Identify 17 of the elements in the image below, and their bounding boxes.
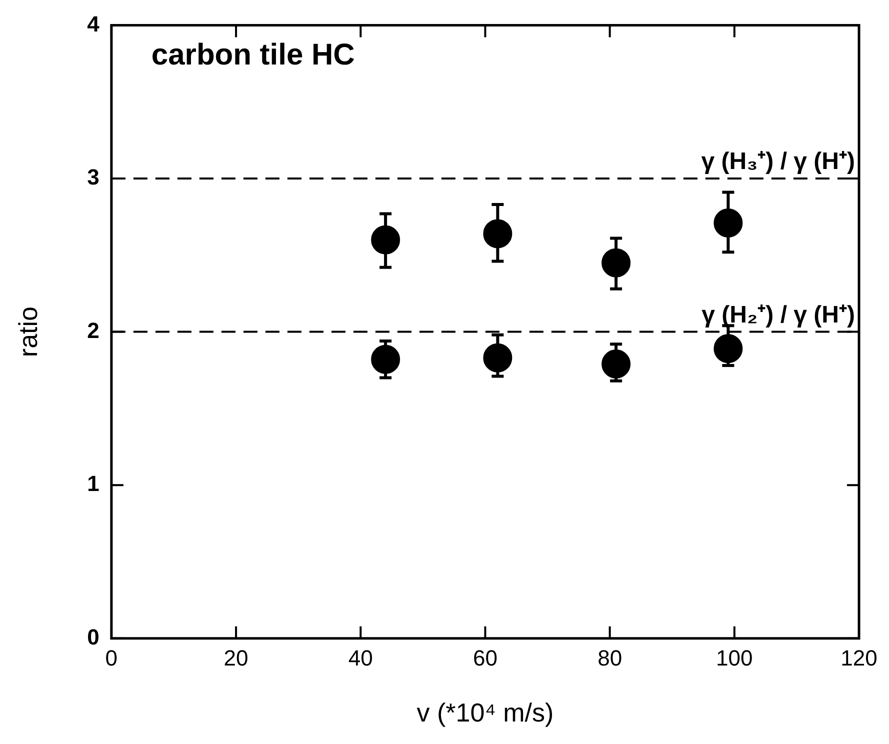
x-tick-label: 20 <box>224 646 248 671</box>
ref-line-label: γ (H₃⁺) / γ (H⁺) <box>701 148 855 176</box>
x-tick-label: 0 <box>105 646 118 671</box>
y-tick-label: 4 <box>87 11 100 36</box>
ref-line-label: γ (H₂⁺) / γ (H⁺) <box>702 301 855 328</box>
x-tick-label: 100 <box>716 646 753 671</box>
y-tick-label: 1 <box>87 471 100 496</box>
x-axis-title: v (*10⁴ m/s) <box>416 698 554 728</box>
x-tick-label: 40 <box>348 646 373 671</box>
y-tick-label: 3 <box>87 164 100 190</box>
x-tick-label: 120 <box>840 646 878 671</box>
y-tick-label: 0 <box>87 624 100 650</box>
x-tick-label: 60 <box>472 646 498 671</box>
y-axis-title: ratio <box>12 306 43 358</box>
annotation: carbon tile HC <box>151 38 355 72</box>
y-tick-label: 2 <box>87 318 100 343</box>
x-tick-label: 80 <box>598 646 622 671</box>
